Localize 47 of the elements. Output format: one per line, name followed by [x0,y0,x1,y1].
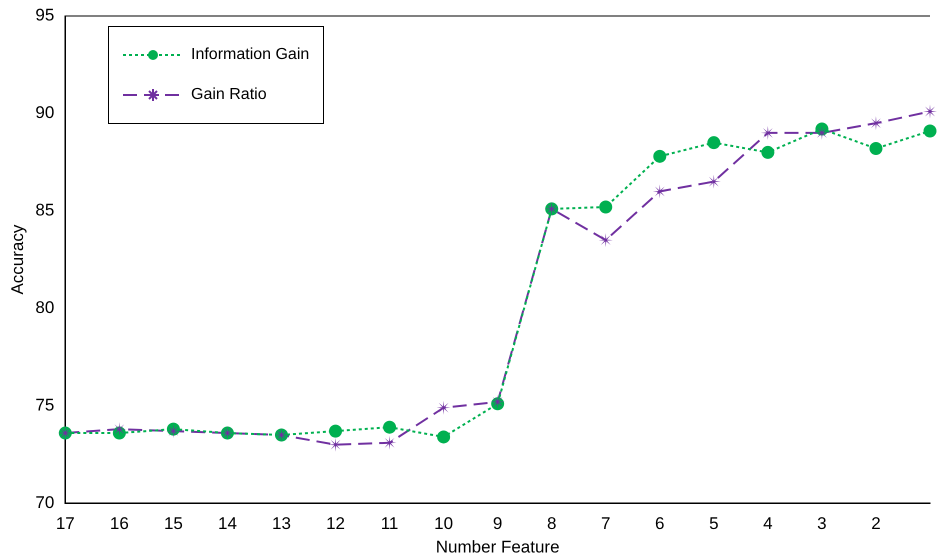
point [437,430,450,444]
point [706,174,721,189]
point [599,200,612,214]
x-tick-label: 5 [709,514,719,534]
x-tick-label: 7 [601,514,610,534]
x-tick-label: 10 [434,514,454,534]
x-tick-label: 17 [56,514,75,534]
point [869,142,882,156]
point [112,422,126,436]
point [760,126,775,140]
point [436,400,451,415]
y-axis-title: Accuracy [8,224,27,295]
x-tick-label: 11 [380,514,398,534]
x-tick-label: 13 [272,514,291,534]
x-tick-label: 14 [218,514,237,534]
x-tick-label: 4 [763,514,773,534]
point [761,146,774,159]
point [923,104,937,118]
point [382,436,397,450]
y-tick-label: 75 [35,395,54,414]
x-tick-label: 9 [492,514,502,534]
point [868,116,883,130]
point [653,150,666,163]
point [166,424,180,438]
x-tick-label: 2 [871,514,881,534]
point [598,233,613,248]
legend-label: Gain Ratio [191,86,267,104]
legend-label: Information Gain [191,46,310,64]
point [652,184,667,198]
point [924,124,936,138]
point [814,126,829,140]
x-tick-label: 8 [546,514,556,534]
point [383,420,396,434]
x-tick-label: 12 [326,514,345,534]
y-tick-label: 80 [35,298,54,318]
point [329,424,342,438]
x-tick-label: 16 [110,514,129,534]
x-tick-label: 15 [164,514,183,534]
x-tick-label: 6 [655,514,665,534]
y-tick-label: 90 [35,103,54,122]
x-axis-title: Number Feature [436,537,560,556]
point [707,136,720,150]
y-tick-label: 95 [35,6,54,25]
y-tick-label: 85 [35,200,54,220]
x-tick-label: 3 [817,514,827,534]
y-tick-label: 70 [35,492,54,512]
point [490,394,505,409]
